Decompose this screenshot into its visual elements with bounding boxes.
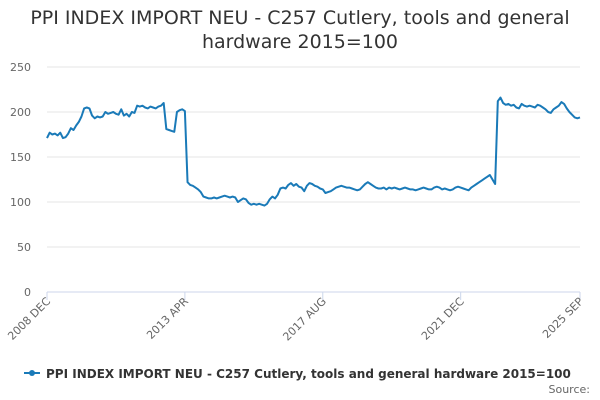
y-tick-label: 150: [10, 151, 31, 164]
legend-marker: [29, 370, 35, 376]
x-tick-label: 2025 SEP: [540, 295, 586, 341]
legend-item: PPI INDEX IMPORT NEU - C257 Cutlery, too…: [24, 367, 571, 381]
x-tick-label: 2021 DEC: [419, 295, 467, 343]
source: Source:: [549, 383, 591, 396]
y-tick-label: 200: [10, 106, 31, 119]
legend-label: PPI INDEX IMPORT NEU - C257 Cutlery, too…: [46, 367, 571, 381]
y-tick-label: 100: [10, 196, 31, 209]
y-tick-label: 0: [24, 286, 31, 299]
data-line: [46, 96, 581, 207]
x-tick-label: 2008 DEC: [5, 295, 53, 343]
x-tick-label: 2013 APR: [144, 295, 191, 342]
y-tick-label: 50: [17, 241, 31, 254]
chart-title: PPI INDEX IMPORT NEU - C257 Cutlery, too…: [30, 7, 570, 53]
y-tick-label: 250: [10, 61, 31, 74]
x-tick-label: 2017 AUG: [280, 295, 329, 344]
